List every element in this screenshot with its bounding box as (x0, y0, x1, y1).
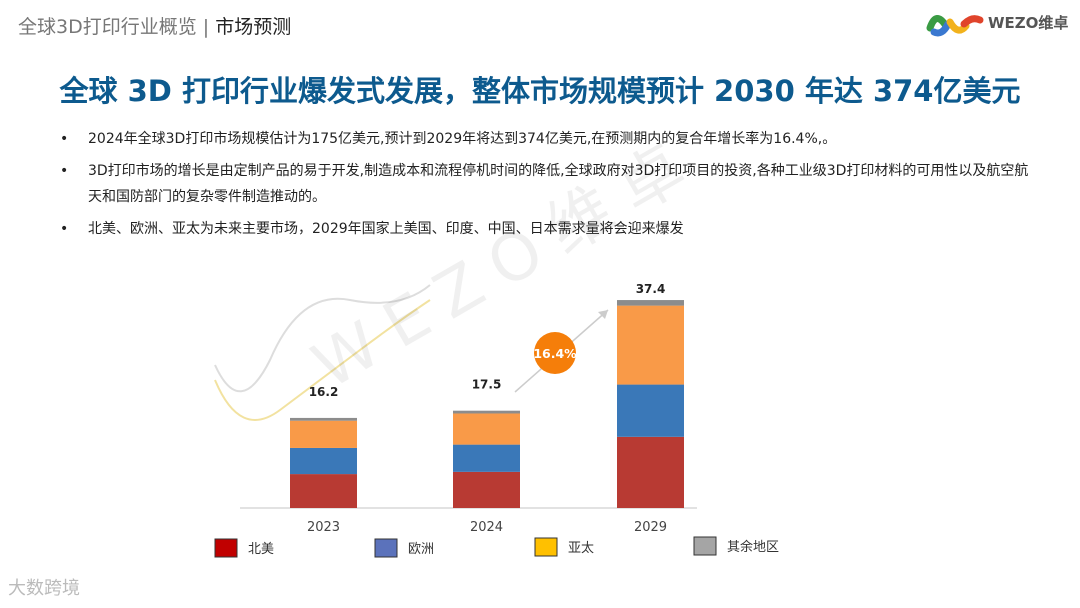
breadcrumb: 全球3D打印行业概览 | 市场预测 (18, 12, 291, 39)
legend-label: 亚太 (568, 541, 594, 556)
legend-label: 其余地区 (727, 539, 779, 555)
legend-label: 欧洲 (408, 542, 434, 557)
bar-segment-2029-0 (617, 436, 684, 508)
cagr-label: 16.4% (533, 346, 577, 361)
footer-watermark: 大数跨境 (8, 578, 80, 599)
logo-text: WEZO维卓 (988, 14, 1069, 32)
bar-segment-2023-2 (290, 420, 357, 448)
total-label: 16.2 (309, 385, 339, 399)
bar-segment-2024-3 (453, 410, 520, 414)
x-tick-label: 2024 (470, 520, 503, 535)
x-tick-label: 2023 (307, 520, 340, 535)
arrow-head-icon (598, 310, 608, 319)
bar-segment-2024-0 (453, 471, 520, 508)
bullet-list: 2024年全球3D打印市场规模估计为175亿美元,预计到2029年将达到374亿… (60, 126, 1040, 248)
bar-segment-2024-1 (453, 444, 520, 472)
bar-segment-2023-1 (290, 447, 357, 475)
legend-swatch (534, 537, 558, 557)
legend-swatch (693, 536, 717, 556)
legend-swatch (214, 538, 238, 558)
breadcrumb-separator: | (196, 16, 216, 38)
breadcrumb-page: 市场预测 (215, 16, 292, 38)
bullet-item: 3D打印市场的增长是由定制产品的易于开发,制造成本和流程停机时间的降低,全球政府… (60, 158, 1040, 210)
bullet-item: 2024年全球3D打印市场规模估计为175亿美元,预计到2029年将达到374亿… (60, 126, 1040, 152)
breadcrumb-section: 全球3D打印行业概览 (18, 16, 197, 38)
bar-segment-2023-3 (290, 417, 357, 421)
total-label: 37.4 (636, 282, 666, 296)
legend-label: 北美 (248, 542, 274, 557)
x-tick-label: 2029 (634, 520, 667, 535)
wezo-logo: WEZO维卓 (926, 8, 1076, 38)
page-title: 全球 3D 打印行业爆发式发展，整体市场规模预计 2030 年达 374亿美元 (59, 74, 1021, 108)
logo-mark-icon (926, 15, 984, 37)
legend-swatch (374, 538, 398, 558)
bar-segment-2029-1 (617, 384, 684, 437)
bullet-item: 北美、欧洲、亚太为未来主要市场，2029年国家上美国、印度、中国、日本需求量将会… (60, 216, 1040, 242)
decorative-curve (214, 284, 431, 393)
decorative-curve (214, 299, 431, 421)
cagr-badge (534, 332, 576, 374)
bar-segment-2024-2 (453, 413, 520, 445)
bar-segment-2029-3 (617, 300, 684, 306)
bar-segment-2029-2 (617, 305, 684, 385)
bar-segment-2023-0 (290, 474, 357, 508)
total-label: 17.5 (472, 378, 502, 392)
